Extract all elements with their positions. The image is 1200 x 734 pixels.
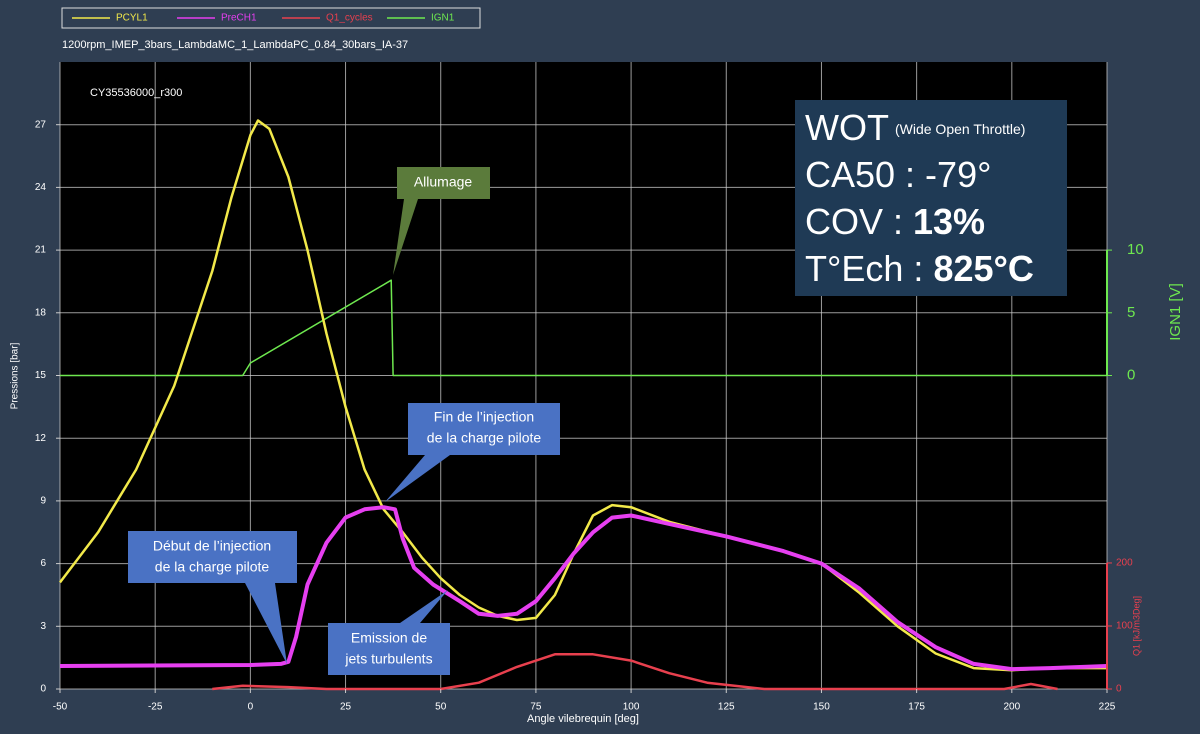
legend-label: Q1_cycles [326,13,373,24]
y-tick-label: 3 [40,621,46,632]
y-tick-label: 27 [35,119,47,130]
y-tick-label: 12 [35,433,47,444]
annotation: Fin de l’injection [434,409,534,425]
annotation: Emission de [351,630,427,646]
y3-tick-label: 200 [1116,558,1133,569]
series-line [212,653,1058,691]
x-tick-label: -50 [53,702,68,713]
legend-label: PreCH1 [221,13,257,24]
annotation: jets turbulents [344,651,432,667]
x-tick-label: -25 [148,702,163,713]
info-bold: 13% [913,201,985,242]
y-tick-label: 0 [40,684,46,695]
annotation-layer: CY35536000_r300 Allumage Fin de l’injectio… [90,87,1034,667]
legend-box [61,7,481,29]
y-tick-label: 15 [35,370,47,381]
x-tick-label: 75 [530,702,542,713]
annotation: Début de l’injection [153,538,271,554]
y3-tick-label: 100 [1116,621,1133,632]
y2-axis-label: IGN1 [V] [1167,283,1184,341]
info-line: CA50 : -79° [805,154,992,195]
annotation: CY35536000_r300 [90,87,182,99]
x-tick-label: 25 [340,702,352,713]
y-tick-label: 9 [40,496,46,507]
x-tick-label: 150 [813,702,830,713]
y3-axis-label: Q1 [kJ/m3Deg] [1131,596,1141,656]
callout-box [393,167,490,275]
info-box [795,100,1067,296]
series-line [60,279,1107,377]
callout-box [385,403,560,502]
x-tick-label: 50 [435,702,447,713]
y-tick-label: 21 [35,245,47,256]
info-text: COV : [805,201,903,242]
y-tick-label: 6 [40,558,46,569]
annotation: de la charge pilote [427,430,542,446]
legend-label: PCYL1 [116,13,148,24]
subtitle: 1200rpm_IMEP_3bars_LambdaMC_1_LambdaPC_0… [62,39,408,51]
y2-tick-label: 0 [1127,366,1135,383]
x-axis-label: Angle vilebrequin [deg] [527,713,639,725]
y-axis-label: Pressions [bar] [10,342,21,409]
x-tick-label: 200 [1003,702,1020,713]
series-line [59,119,1107,672]
x-tick-label: 0 [248,702,254,713]
info-bold: 825°C [933,248,1033,289]
info-line: T°Ech :825°C [805,248,1034,289]
series-line [59,505,1108,672]
x-tick-label: 225 [1099,702,1116,713]
info-line: COV :13% [805,201,985,242]
info-text: CA50 : -79° [805,154,992,195]
y-tick-label: 18 [35,307,47,318]
callout-box [128,531,297,664]
info-note: (Wide Open Throttle) [895,121,1025,137]
annotation: de la charge pilote [155,559,270,575]
info-text: T°Ech : [805,248,923,289]
x-tick-label: 125 [718,702,735,713]
annotation: Allumage [414,174,473,190]
callouts [128,100,1067,675]
callout-box [328,590,450,675]
y3-tick-label: 0 [1116,684,1122,695]
y-tick-label: 24 [35,182,47,193]
y2-tick-label: 5 [1127,304,1135,321]
info-line: WOT (Wide Open Throttle) [805,107,1025,148]
x-tick-label: 175 [908,702,925,713]
info-text: WOT [805,107,889,148]
y2-tick-label: 10 [1127,241,1144,258]
x-tick-label: 100 [623,702,640,713]
legend-label: IGN1 [431,13,455,24]
